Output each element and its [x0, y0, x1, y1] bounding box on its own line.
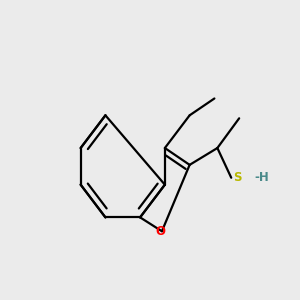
Text: O: O — [155, 225, 165, 238]
Text: S: S — [233, 171, 241, 184]
Text: -H: -H — [254, 171, 269, 184]
